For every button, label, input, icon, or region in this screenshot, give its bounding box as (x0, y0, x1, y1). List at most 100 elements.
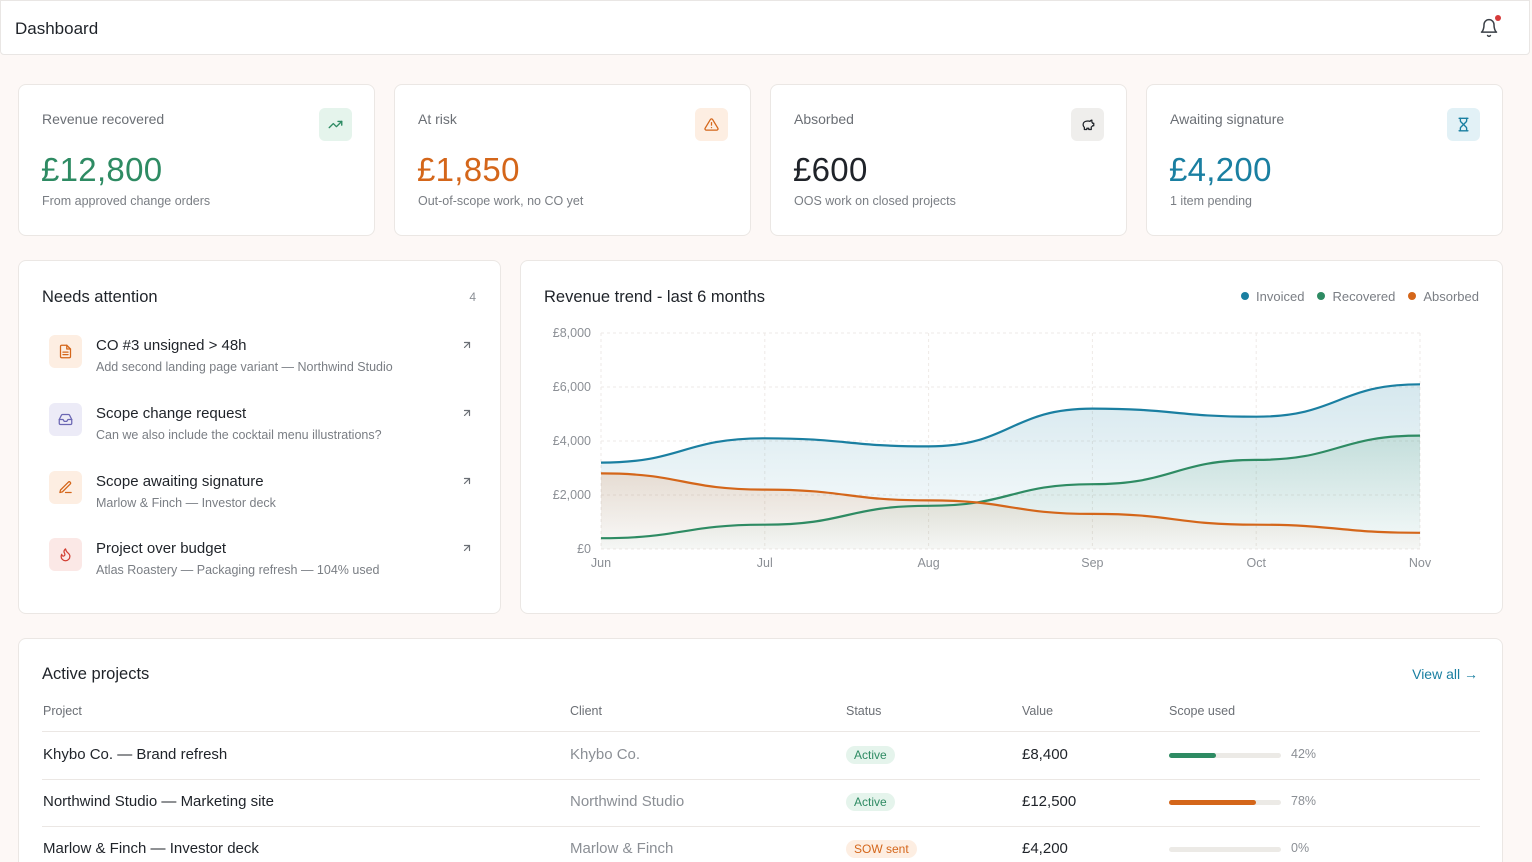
scope-progress-bar (1169, 800, 1281, 805)
attention-item-title: Project over budget (96, 540, 227, 557)
x-tick-label: Jul (757, 556, 773, 570)
stat-value: £4,200 (1169, 151, 1272, 188)
attention-item[interactable]: CO #3 unsigned > 48h Add second landing … (49, 331, 477, 387)
project-name: Northwind Studio — Marketing site (43, 793, 274, 810)
piggy-bank-icon (1071, 108, 1104, 141)
stat-subtitle: OOS work on closed projects (794, 194, 956, 208)
arrow-up-right-icon[interactable] (461, 542, 473, 554)
project-value: £12,500 (1022, 793, 1077, 810)
scope-progress-fill (1169, 753, 1217, 758)
project-name: Marlow & Finch — Investor deck (43, 840, 259, 857)
client-name: Khybo Co. (570, 746, 641, 763)
attention-item-desc: Can we also include the cocktail menu il… (96, 428, 382, 442)
project-name: Khybo Co. — Brand refresh (43, 746, 228, 763)
arrow-up-right-icon[interactable] (461, 475, 473, 487)
series-area-recovered (601, 435, 1420, 549)
stat-subtitle: Out-of-scope work, no CO yet (418, 194, 584, 208)
top-bar: Dashboard (0, 0, 1530, 55)
stat-value: £1,850 (417, 151, 520, 188)
x-tick-label: Aug (917, 556, 939, 570)
hourglass-icon (1447, 108, 1480, 141)
legend-item-recovered: Recovered (1317, 289, 1395, 304)
scope-percent: 42% (1291, 747, 1317, 761)
view-all-link[interactable]: View all → (1412, 666, 1478, 682)
revenue-trend-panel: Revenue trend - last 6 months Invoiced R… (520, 260, 1503, 614)
column-header-status[interactable]: Status (846, 704, 882, 718)
needs-attention-panel: Needs attention 4 CO #3 unsigned > 48h A… (18, 260, 501, 614)
scope-percent: 78% (1291, 794, 1317, 808)
scope-progress-bar (1169, 753, 1281, 758)
document-icon (49, 335, 82, 368)
table-row[interactable]: Khybo Co. — Brand refresh Khybo Co. Acti… (19, 732, 1502, 779)
series-area-absorbed (601, 473, 1420, 549)
stat-subtitle: From approved change orders (42, 194, 211, 208)
attention-count: 4 (469, 290, 476, 304)
client-name: Marlow & Finch (570, 840, 674, 857)
column-header-project[interactable]: Project (43, 704, 82, 718)
divider (42, 779, 1480, 780)
series-line-recovered (600, 434, 1421, 540)
legend-item-invoiced: Invoiced (1241, 289, 1304, 304)
y-tick-label: £6,000 (553, 380, 591, 394)
project-value: £8,400 (1022, 746, 1068, 763)
x-tick-label: Jun (591, 556, 611, 570)
status-badge: SOW sent (846, 840, 917, 858)
scope-progress-bar (1169, 847, 1281, 852)
x-tick-label: Oct (1246, 556, 1266, 570)
warning-icon (695, 108, 728, 141)
arrow-up-right-icon[interactable] (461, 339, 473, 351)
scope-progress-fill (1169, 800, 1257, 805)
column-header-client[interactable]: Client (570, 704, 602, 718)
stat-label: Awaiting signature (1170, 111, 1285, 127)
y-tick-label: £0 (577, 542, 591, 556)
attention-item-title: Scope awaiting signature (96, 473, 264, 490)
active-projects-panel: Active projects View all → Project Clien… (18, 638, 1503, 862)
revenue-trend-chart: £0 £2,000 £4,000 £6,000 £8,000 Jun Jul Aug Sep Oc… (553, 326, 1432, 570)
status-badge: Active (846, 746, 895, 764)
legend-swatch (1408, 292, 1417, 300)
table-row[interactable]: Marlow & Finch — Investor deck Marlow & … (19, 826, 1502, 862)
stat-label: Revenue recovered (42, 111, 165, 127)
stat-value: £600 (793, 151, 868, 188)
x-tick-label: Nov (1409, 556, 1432, 570)
divider (42, 826, 1480, 827)
attention-item-desc: Add second landing page variant — Northw… (96, 360, 393, 374)
stat-label: Absorbed (794, 111, 854, 127)
stat-card-absorbed: Absorbed £600 OOS work on closed project… (770, 84, 1127, 236)
attention-item[interactable]: Project over budget Atlas Roastery — Pac… (49, 534, 477, 590)
column-header-scope-used[interactable]: Scope used (1169, 704, 1236, 718)
stat-card-at-risk: At risk £1,850 Out-of-scope work, no CO … (394, 84, 751, 236)
status-badge: Active (846, 793, 895, 811)
trending-up-icon (319, 108, 352, 141)
stat-subtitle: 1 item pending (1170, 194, 1253, 208)
inbox-icon (49, 403, 82, 436)
x-tick-label: Sep (1081, 556, 1103, 570)
table-row[interactable]: Northwind Studio — Marketing site Northw… (19, 779, 1502, 826)
legend-item-absorbed: Absorbed (1408, 289, 1479, 304)
attention-item-desc: Atlas Roastery — Packaging refresh — 104… (96, 563, 380, 577)
notifications-button[interactable] (1479, 15, 1501, 40)
notification-dot (1495, 15, 1501, 21)
attention-item-desc: Marlow & Finch — Investor deck (96, 496, 276, 510)
legend-swatch (1317, 292, 1326, 300)
project-value: £4,200 (1022, 840, 1068, 857)
chart-legend: Invoiced Recovered Absorbed (1241, 289, 1479, 304)
series-line-invoiced (600, 383, 1421, 464)
attention-item-title: Scope change request (96, 405, 247, 422)
attention-item[interactable]: Scope awaiting signature Marlow & Finch … (49, 467, 477, 523)
scope-percent: 0% (1291, 841, 1310, 855)
y-tick-label: £2,000 (553, 488, 591, 502)
panel-title: Needs attention (42, 288, 158, 306)
stat-value: £12,800 (41, 151, 163, 188)
attention-item[interactable]: Scope change request Can we also include… (49, 399, 477, 455)
client-name: Northwind Studio (570, 793, 685, 810)
page-title: Dashboard (15, 19, 99, 38)
y-tick-label: £8,000 (553, 326, 591, 340)
bell-icon (1480, 18, 1498, 38)
y-tick-label: £4,000 (553, 434, 591, 448)
column-header-value[interactable]: Value (1022, 704, 1054, 718)
stat-card-revenue-recovered: Revenue recovered £12,800 From approved … (18, 84, 375, 236)
arrow-up-right-icon[interactable] (461, 407, 473, 419)
panel-title: Active projects (42, 665, 150, 683)
divider (42, 731, 1480, 732)
